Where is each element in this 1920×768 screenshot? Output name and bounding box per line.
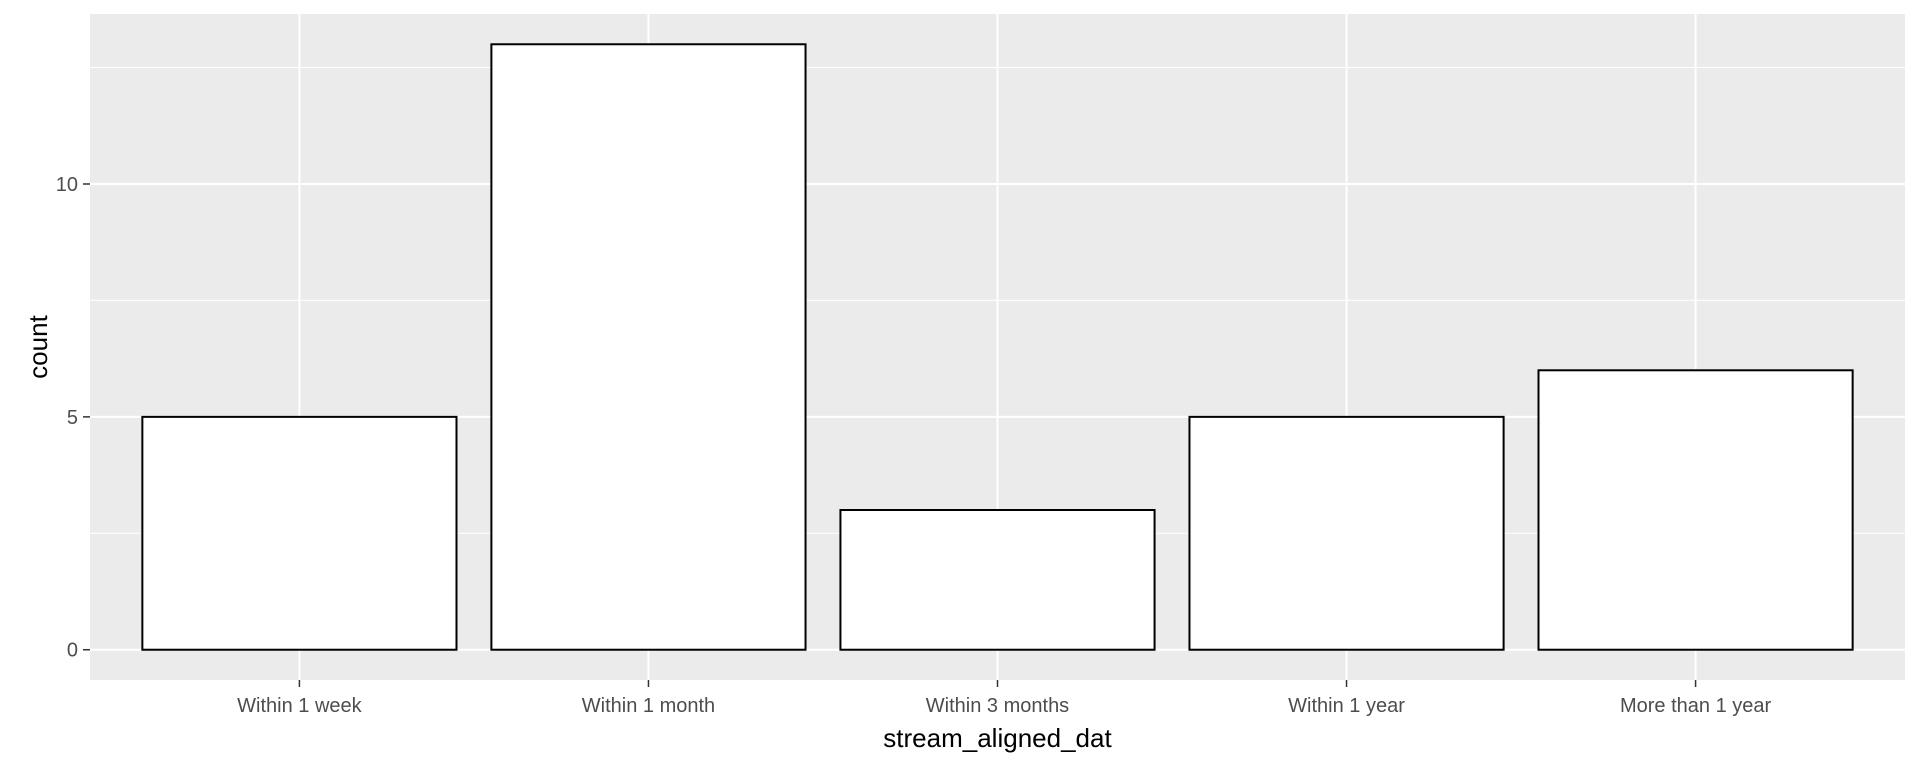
x-tick-label: Within 1 year [1288,695,1405,717]
bar [1537,369,1854,651]
x-tick-label: More than 1 year [1620,695,1772,717]
y-tick-label: 10 [56,174,78,196]
x-tick-label: Within 3 months [926,695,1069,717]
y-axis-title: count [23,314,53,378]
y-tick-label: 5 [67,407,78,429]
bar [141,415,458,651]
bar [839,509,1156,651]
x-axis-title: stream_aligned_dat [883,723,1112,753]
x-axis: Within 1 week Within 1 month Within 3 mont… [237,680,1772,717]
y-axis: 0 5 10 [56,174,90,662]
x-tick-label: Within 1 month [582,695,715,717]
bar [490,43,807,651]
y-tick-label: 0 [67,640,78,662]
bars [141,43,1854,651]
x-tick-label: Within 1 week [237,695,362,717]
bar [1188,415,1505,651]
